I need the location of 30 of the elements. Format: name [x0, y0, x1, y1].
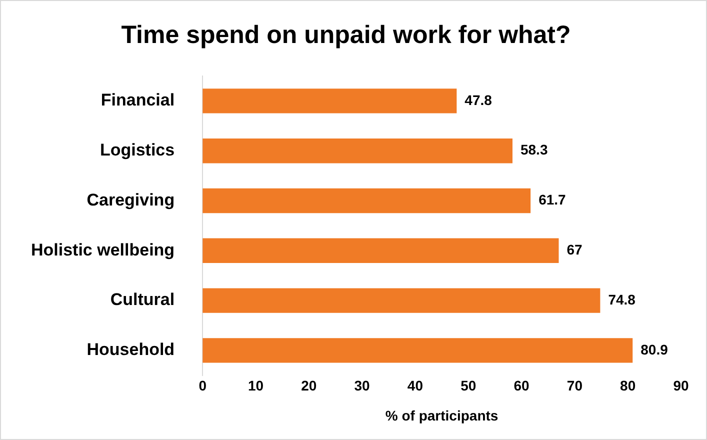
bar — [202, 288, 600, 313]
y-tick-label: Household — [86, 340, 175, 360]
x-tick-label: 20 — [301, 378, 317, 394]
bar — [202, 188, 531, 214]
x-axis-title: % of participants — [385, 407, 498, 424]
bar — [202, 88, 457, 114]
y-tick-label: Logistics — [100, 140, 175, 160]
y-tick-label: Financial — [100, 90, 175, 110]
x-tick-label: 60 — [514, 378, 530, 394]
data-label: 61.7 — [538, 192, 566, 208]
x-tick-label: 40 — [407, 378, 424, 394]
data-label: 74.8 — [608, 291, 636, 308]
x-tick-label: 80 — [620, 378, 636, 394]
bar — [202, 338, 633, 363]
chart-title: Time spend on unpaid work for what? — [121, 20, 571, 49]
y-tick-label: Holistic wellbeing — [30, 240, 175, 260]
bar — [202, 238, 559, 263]
data-label: 80.9 — [640, 341, 668, 358]
x-tick-label: 10 — [248, 378, 264, 394]
data-label: 67 — [566, 242, 583, 258]
x-tick-label: 30 — [354, 378, 370, 394]
x-tick-label: 90 — [673, 378, 689, 394]
y-tick-label: Cultural — [110, 290, 175, 310]
x-tick-label: 70 — [566, 378, 583, 394]
data-label: 47.8 — [464, 92, 492, 108]
y-tick-label: Caregiving — [86, 190, 175, 210]
data-label: 58.3 — [520, 142, 548, 158]
x-tick-label: 50 — [460, 378, 476, 394]
x-tick-label: 0 — [198, 378, 207, 394]
bar — [202, 138, 512, 164]
